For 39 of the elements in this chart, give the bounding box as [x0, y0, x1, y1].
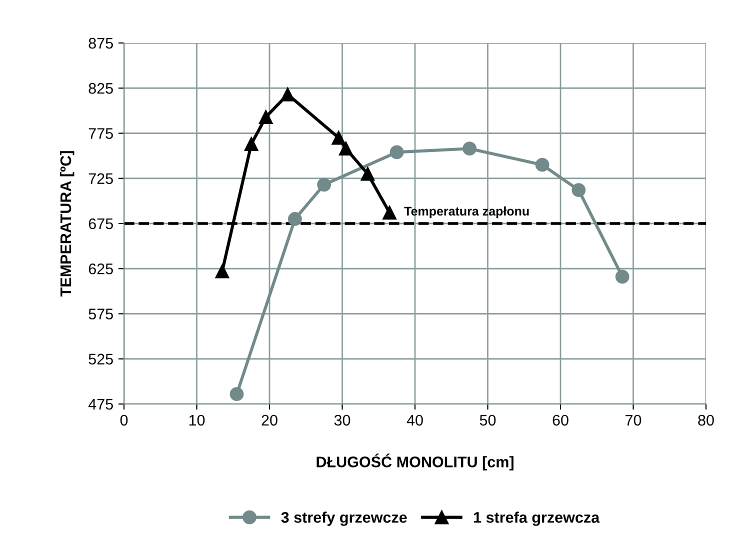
point [462, 142, 477, 156]
point [258, 110, 273, 124]
y-tick-label: 775 [88, 128, 113, 139]
x-tick-label: 60 [552, 414, 568, 426]
x-tick-label: 80 [698, 414, 714, 426]
point [280, 87, 295, 102]
point [215, 264, 230, 278]
point [360, 166, 375, 181]
x-tick-label: 10 [189, 414, 205, 426]
ref-line-label: Temperatura zapłonu [404, 206, 529, 218]
x-tick-label: 30 [334, 414, 350, 426]
point [230, 387, 244, 402]
point [244, 137, 258, 152]
point [338, 142, 353, 156]
y-tick-label: 625 [88, 263, 113, 274]
x-tick-label: 70 [626, 414, 642, 426]
point [382, 206, 396, 220]
x-tick-label: 40 [406, 414, 423, 426]
point [288, 212, 302, 226]
y-tick-label: 725 [88, 173, 113, 184]
point [332, 130, 346, 145]
y-tick-label: 525 [88, 354, 113, 365]
legend-label: 3 strefy grzewcze [281, 512, 407, 526]
point [390, 145, 404, 160]
legend-label: 1 strefa grzewcza [474, 512, 600, 526]
y-tick-label: 675 [88, 218, 113, 230]
point [317, 178, 332, 192]
point [572, 183, 586, 198]
point [535, 158, 550, 172]
point [615, 270, 630, 284]
x-tick-label: 0 [120, 414, 128, 426]
x-axis-title: DŁUGOŚĆ MONOLITU [cm] [316, 454, 514, 470]
x-tick-label: 50 [480, 414, 496, 426]
y-tick-label: 475 [88, 399, 113, 410]
y-tick-label: 575 [88, 308, 113, 320]
y-axis-title: TEMPERATURA [ºC] [60, 151, 74, 297]
x-tick-label: 20 [262, 414, 278, 426]
y-tick-label: 825 [88, 82, 113, 94]
y-tick-label: 875 [88, 38, 113, 49]
